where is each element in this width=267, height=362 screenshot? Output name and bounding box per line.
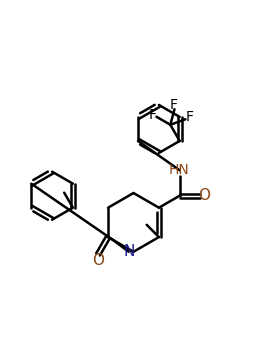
Text: O: O bbox=[93, 253, 105, 268]
Text: F: F bbox=[170, 98, 178, 112]
Text: F: F bbox=[186, 110, 194, 124]
Text: F: F bbox=[148, 108, 156, 122]
Text: O: O bbox=[199, 188, 211, 203]
Text: HN: HN bbox=[168, 163, 189, 177]
Text: N: N bbox=[123, 244, 134, 259]
